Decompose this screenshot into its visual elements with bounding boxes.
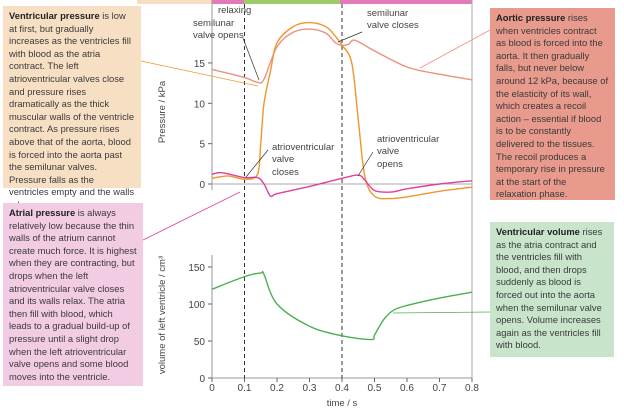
phase-band [244, 0, 340, 4]
note-connectors [140, 29, 491, 314]
x-tick-label: 0.1 [238, 383, 252, 394]
note-text: is low at first, but gradually increases… [9, 10, 135, 210]
note-text: is always relatively low because the thi… [9, 207, 137, 382]
atrial-pressure-line [211, 171, 473, 198]
phase-band [212, 0, 244, 4]
aortic-pressure-note: Aortic pressure rises when ventricles co… [490, 8, 615, 200]
x-tick-label: 0.3 [303, 383, 317, 394]
pressure-tick-label: 15 [194, 59, 206, 70]
ventricular-volume-line [211, 270, 473, 341]
phase-band [137, 0, 212, 4]
x-tick-label: 0.6 [400, 383, 414, 394]
note-text: rises when ventricles contract as blood … [496, 12, 609, 200]
x-axis-label: time / s [327, 398, 358, 409]
label-av-opens-3: opens [377, 159, 403, 170]
annotation-pointers [242, 31, 374, 178]
x-tick-label: 0.2 [270, 383, 284, 394]
aortic-pressure-line [211, 28, 473, 84]
pressure-tick-label: 0 [199, 180, 205, 191]
label-av-closes-3: closes [272, 167, 299, 178]
phase-band [340, 0, 472, 4]
x-tick-label: 0.7 [433, 383, 447, 394]
pressure-tick-label: 10 [194, 99, 206, 110]
x-tick-label: 0.4 [335, 383, 349, 394]
atrial-pressure-note: Atrial pressure is always relatively low… [3, 203, 143, 386]
ventricular-volume-note: Ventricular volume rises as the atria co… [490, 222, 614, 357]
x-tick-label: 0.5 [368, 383, 382, 394]
phase-label-relaxing: relaxing [218, 5, 251, 16]
note-text: rises as the atria contract and the vent… [496, 226, 603, 351]
note-title: Aortic pressure [496, 12, 566, 23]
x-tick-label: 0 [209, 383, 215, 394]
label-semilunar-opens-1: semilunar [193, 18, 234, 29]
volume-tick-label: 0 [199, 374, 205, 385]
volume-tick-label: 50 [194, 337, 206, 348]
ventricular-pressure-line [211, 21, 473, 200]
ventricular-pressure-note: Ventricular pressure is low at first, bu… [3, 6, 141, 210]
label-av-opens-1: atrioventricular [377, 134, 439, 145]
pressure-axis-label: Pressure / kPa [157, 80, 168, 143]
volume-tick-label: 100 [188, 300, 205, 311]
label-av-closes-1: atrioventricular [272, 142, 334, 153]
label-semilunar-closes-2: valve closes [367, 20, 419, 31]
x-tick-label: 0.8 [465, 383, 479, 394]
label-semilunar-opens-2: valve opens [193, 30, 244, 41]
note-title: Ventricular volume [496, 226, 580, 237]
note-title: Ventricular pressure [9, 10, 100, 21]
volume-tick-label: 150 [188, 263, 205, 274]
label-av-closes-2: valve [272, 154, 294, 165]
label-semilunar-closes-1: semilunar [367, 8, 408, 19]
note-title: Atrial pressure [9, 207, 76, 218]
volume-axis-label: volume of left ventricle / cm³ [157, 256, 168, 374]
label-av-opens-2: valve [377, 146, 399, 157]
phase-strip [137, 0, 472, 15]
pressure-tick-label: 5 [199, 140, 205, 151]
